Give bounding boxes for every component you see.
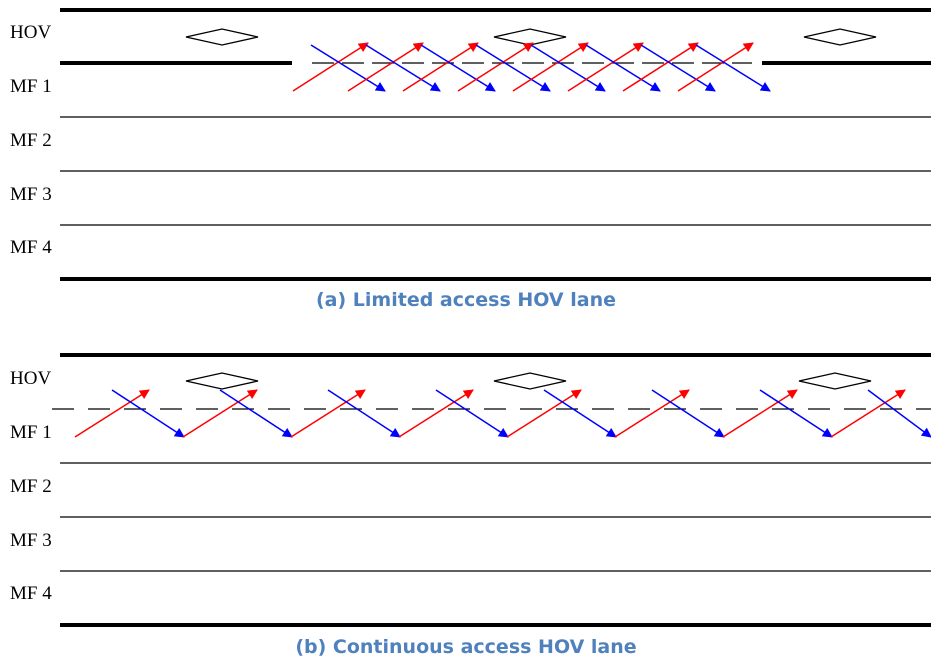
panel-caption: (b) Continuous access HOV lane [295, 636, 636, 658]
diverge-arrow-icon [640, 44, 716, 92]
diverge-arrow-icon [365, 44, 441, 92]
merge-arrow-icon [567, 42, 644, 92]
merge-arrow-icon [347, 42, 424, 92]
hov-diamond-icon [493, 372, 567, 390]
merge-arrow-icon [292, 42, 369, 92]
lane-change-arrows [74, 389, 931, 438]
lane-label-mf1: MF 1 [10, 422, 52, 443]
lane-label-mf1: MF 1 [10, 76, 52, 97]
diverge-arrow-icon [310, 44, 386, 92]
diverge-arrow-icon [543, 389, 617, 438]
panel-caption: (a) Limited access HOV lane [316, 289, 616, 311]
diverge-arrow-icon [219, 389, 293, 438]
lane-label-mf4: MF 4 [10, 583, 52, 604]
lane-label-hov: HOV [10, 22, 51, 43]
merge-arrow-icon [290, 389, 366, 438]
lane-change-arrows [292, 42, 771, 92]
merge-arrow-icon [182, 389, 258, 438]
lane-label-mf3: MF 3 [10, 184, 52, 205]
lane-label-mf4: MF 4 [10, 237, 52, 258]
lane-label-hov: HOV [10, 368, 51, 389]
hov-diamond-icon [803, 28, 877, 46]
lane-label-mf2: MF 2 [10, 130, 52, 151]
merge-arrow-icon [402, 42, 479, 92]
diverge-arrow-icon [695, 44, 771, 92]
merge-arrow-icon [830, 389, 906, 438]
diverge-arrow-icon [475, 44, 551, 92]
merge-arrow-icon [722, 389, 798, 438]
panel-limited-access: HOV MF 1 MF 2 MF 3 MF 4 (a) Limited acce… [10, 8, 931, 311]
merge-arrow-icon [457, 42, 534, 92]
merge-arrow-icon [512, 42, 589, 92]
diverge-arrow-icon [585, 44, 661, 92]
diverge-arrow-icon [420, 44, 496, 92]
lane-label-mf2: MF 2 [10, 476, 52, 497]
hov-diamond-icon [185, 372, 259, 390]
merge-arrow-icon [677, 42, 754, 92]
diverge-arrow-icon [651, 389, 725, 438]
merge-arrow-icon [506, 389, 582, 438]
lane-label-mf3: MF 3 [10, 530, 52, 551]
diverge-arrow-icon [759, 389, 833, 438]
diverge-arrow-icon [327, 389, 401, 438]
diverge-arrow-icon [530, 44, 606, 92]
hov-diamond-icon [493, 28, 567, 46]
merge-arrow-icon [398, 389, 474, 438]
merge-arrow-icon [74, 389, 150, 438]
merge-arrow-icon [614, 389, 690, 438]
diverge-arrow-icon [867, 389, 931, 438]
hov-diamond-icon [185, 28, 259, 46]
hov-diamond-icon [798, 372, 872, 390]
panel-continuous-access: HOV MF 1 MF 2 MF 3 MF 4 (b) Continuous a… [10, 353, 931, 658]
merge-arrow-icon [622, 42, 699, 92]
diverge-arrow-icon [435, 389, 509, 438]
diverge-arrow-icon [111, 389, 185, 438]
